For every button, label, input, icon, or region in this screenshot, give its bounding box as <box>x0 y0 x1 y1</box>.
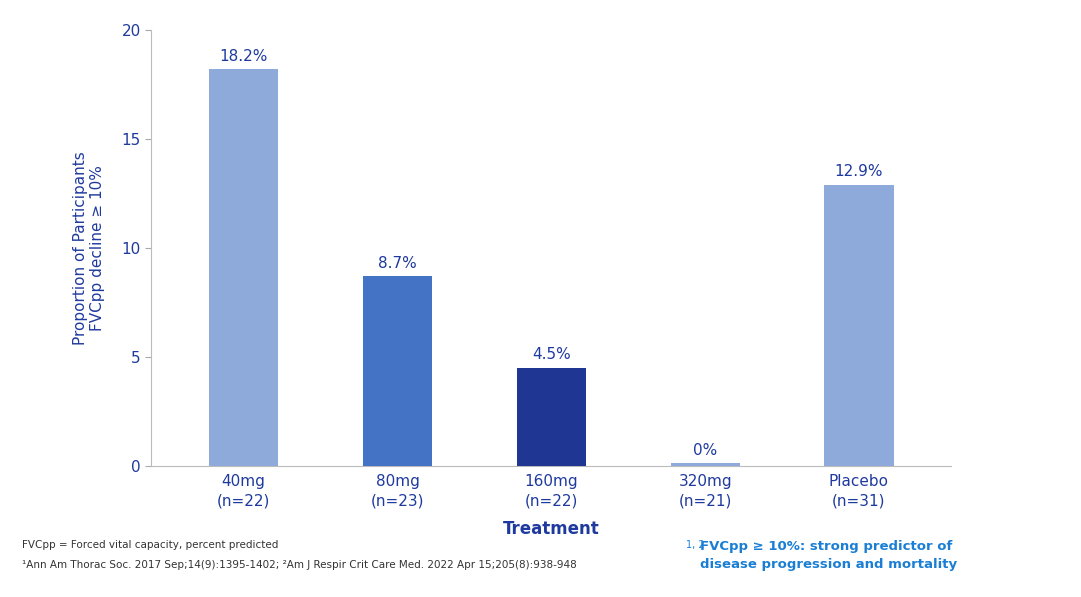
Text: ¹Ann Am Thorac Soc. 2017 Sep;14(9):1395-1402; ²Am J Respir Crit Care Med. 2022 A: ¹Ann Am Thorac Soc. 2017 Sep;14(9):1395-… <box>22 560 576 570</box>
Bar <box>209 69 278 466</box>
Bar <box>825 184 894 466</box>
Text: FVCpp = Forced vital capacity, percent predicted: FVCpp = Forced vital capacity, percent p… <box>22 540 278 550</box>
Bar <box>670 463 739 466</box>
Text: 0%: 0% <box>693 442 718 457</box>
Y-axis label: Proportion of Participants
FVCpp decline ≥ 10%: Proportion of Participants FVCpp decline… <box>72 151 105 344</box>
Text: FVCpp ≥ 10%: strong predictor of
disease progression and mortality: FVCpp ≥ 10%: strong predictor of disease… <box>700 540 958 571</box>
Text: 12.9%: 12.9% <box>835 164 883 179</box>
Text: 4.5%: 4.5% <box>532 347 571 362</box>
Bar <box>363 276 432 466</box>
Text: 18.2%: 18.2% <box>219 48 268 64</box>
Text: 8.7%: 8.7% <box>378 256 417 270</box>
Text: 1, 2: 1, 2 <box>686 540 708 550</box>
X-axis label: Treatment: Treatment <box>503 520 600 538</box>
Bar <box>517 368 586 466</box>
